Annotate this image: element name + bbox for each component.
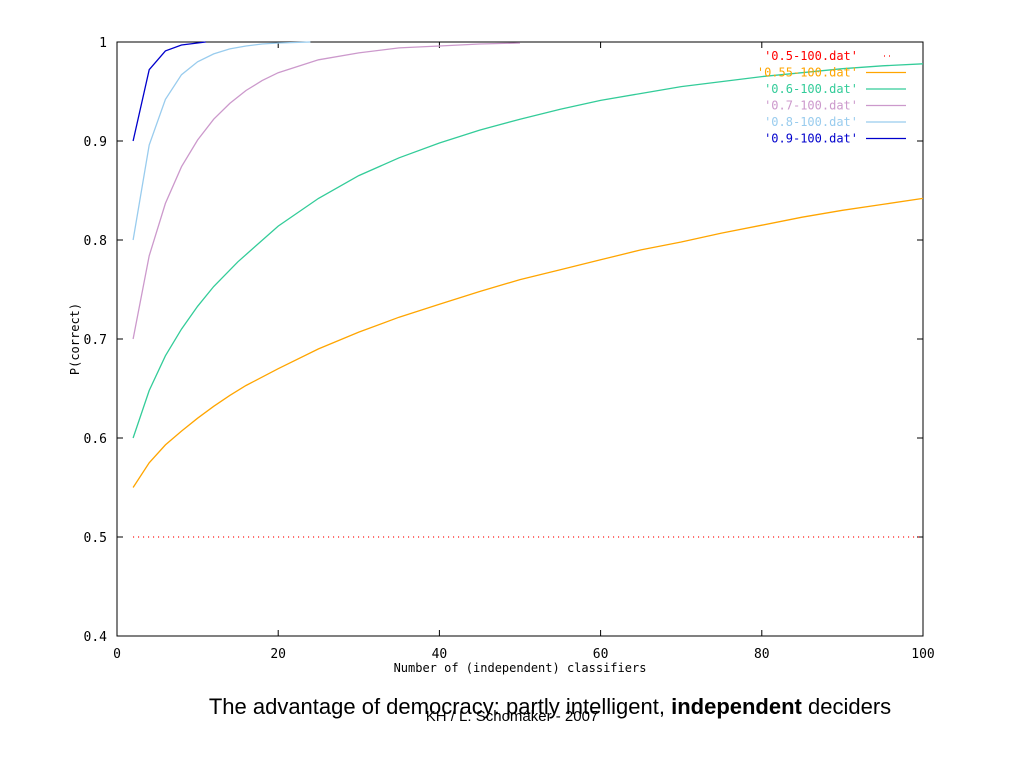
caption-bold-text: independent [671,694,802,719]
y-axis-label: P(correct) [68,303,82,375]
x-tick-label: 100 [911,647,934,662]
y-tick-label: 0.4 [84,630,108,645]
legend-label-3: '0.7-100.dat' [764,99,858,113]
legend-label-0: '0.5-100.dat' [764,49,858,63]
series-line-1 [132,197,924,488]
slide-caption: The advantage of democracy: partly intel… [0,694,1024,720]
y-tick-label: 0.9 [84,135,107,150]
series-lines [132,41,924,538]
y-tick-label: 0.5 [84,531,107,546]
x-tick-label: 80 [754,647,770,662]
y-tick-label: 0.7 [84,333,107,348]
legend-label-2: '0.6-100.dat' [764,82,858,96]
axis-ticks: 0 20 40 60 80 100 0.4 0.5 0.6 0.7 0.8 0.9 1 [84,36,935,662]
legend-label-4: '0.8-100.dat' [764,115,858,129]
legend-label-5: '0.9-100.dat' [764,132,858,146]
legend-label-1: '0.55-100.dat' [757,66,858,80]
x-tick-label: 40 [432,647,448,662]
series-line-4 [132,41,311,241]
y-tick-label: 1 [99,36,107,51]
x-tick-label: 60 [593,647,609,662]
y-tick-label: 0.8 [84,234,107,249]
series-line-2 [132,63,924,439]
series-line-5 [132,41,206,142]
slide-footer: KH / L. Schomaker - 2007 [425,708,599,725]
caption-text: The advantage of democracy: partly intel… [208,694,672,719]
series-line-3 [132,42,521,340]
y-tick-label: 0.6 [84,432,107,447]
caption-end-text: deciders [801,694,892,719]
x-tick-label: 20 [270,647,286,662]
x-tick-label: 0 [113,647,121,662]
legend: '0.5-100.dat' '0.55-100.dat' '0.6-100.dat'… [757,49,906,146]
x-axis-label: Number of (independent) classifiers [394,661,647,675]
